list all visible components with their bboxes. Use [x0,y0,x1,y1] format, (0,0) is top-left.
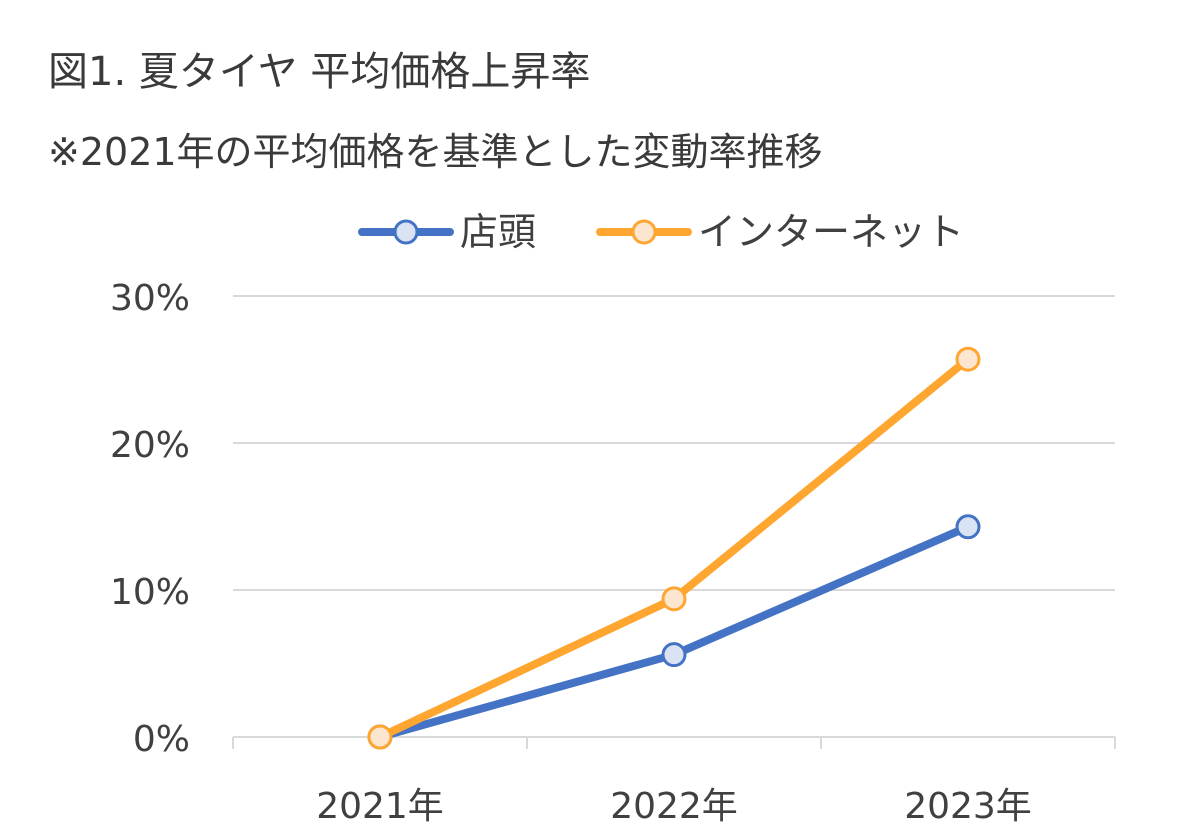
legend-marker [393,219,419,245]
data-point [367,724,393,750]
series-line [376,355,972,741]
x-tick-label: 2023年 [904,786,1032,827]
legend-item: インターネット [596,210,964,254]
y-tick-label: 20% [110,425,190,466]
legend-item: 店頭 [358,210,536,254]
data-point [661,586,687,612]
legend: 店頭 インターネット [358,210,964,254]
legend-label: インターネット [698,210,964,254]
grid [233,295,1115,591]
x-tick-label: 2021年 [316,786,444,827]
data-point [955,514,981,540]
y-tick-label: 30% [110,278,190,319]
data-point [955,346,981,372]
series-store [367,514,981,750]
x-tick-label: 2022年 [610,786,738,827]
data-point [661,642,687,668]
y-tick-label: 10% [110,572,190,613]
chart-title: 図1. 夏タイヤ 平均価格上昇率 [48,49,591,95]
chart-subtitle: ※2021年の平均価格を基準とした変動率推移 [48,130,823,174]
series-line [376,522,972,741]
y-axis: 0% 10% 20% 30% [110,278,190,760]
series-internet [367,346,981,750]
y-tick-label: 0% [133,719,190,760]
legend-marker [631,219,657,245]
legend-label: 店頭 [460,210,536,254]
x-axis: 2021年 2022年 2023年 [232,736,1116,827]
series-layer [367,346,981,750]
